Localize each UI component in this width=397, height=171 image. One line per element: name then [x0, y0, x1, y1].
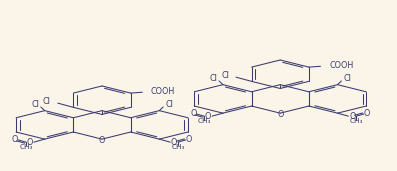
Text: O: O [12, 135, 18, 144]
Text: Cl: Cl [31, 100, 39, 109]
Text: O: O [27, 138, 33, 147]
Text: Cl: Cl [165, 100, 173, 109]
Text: CH₃: CH₃ [349, 118, 363, 124]
Text: O: O [190, 109, 197, 118]
Text: Cl: Cl [43, 97, 51, 106]
Text: O: O [364, 109, 370, 118]
Text: Cl: Cl [343, 74, 351, 83]
Text: COOH: COOH [151, 87, 175, 96]
Text: Cl: Cl [221, 71, 229, 80]
Text: CH₃: CH₃ [171, 144, 185, 150]
Text: COOH: COOH [329, 61, 353, 70]
Text: O: O [171, 138, 177, 147]
Text: O: O [99, 136, 105, 145]
Text: O: O [186, 135, 192, 144]
Text: O: O [205, 112, 211, 121]
Text: CH₃: CH₃ [19, 144, 33, 150]
Text: Cl: Cl [209, 74, 217, 83]
Text: O: O [349, 112, 355, 121]
Text: CH₃: CH₃ [197, 118, 211, 124]
Text: O: O [277, 110, 283, 119]
